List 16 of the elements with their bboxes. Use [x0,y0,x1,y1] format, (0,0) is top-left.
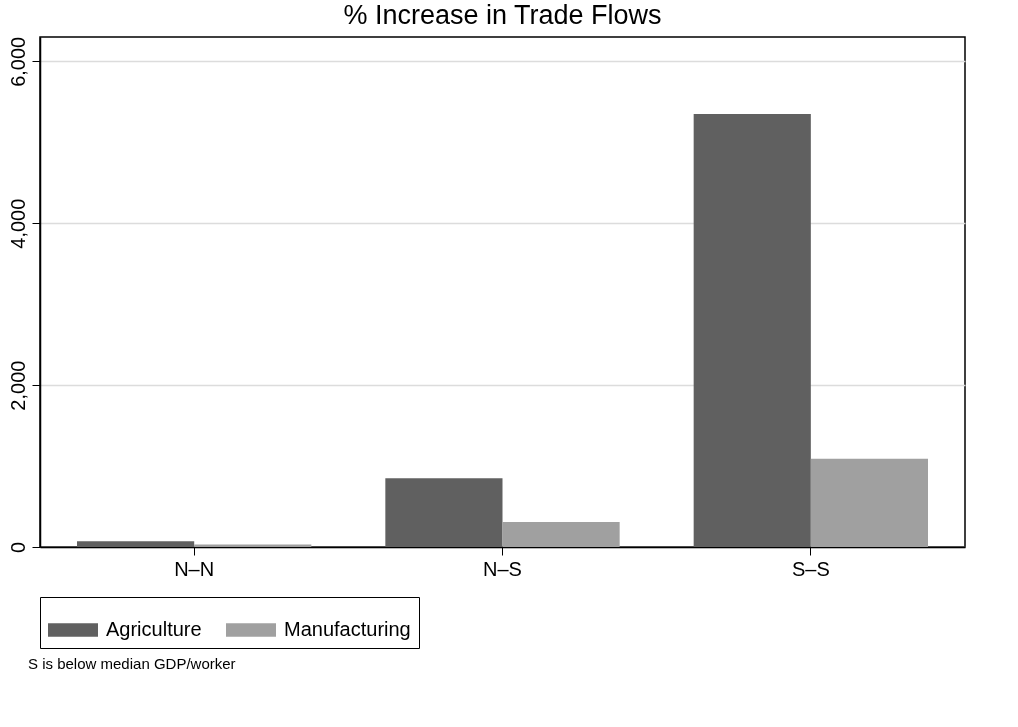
bar [502,521,620,547]
x-tick-label: S–S [791,557,830,580]
y-tick-label: 4,000 [6,198,29,249]
bar [810,458,928,547]
legend-label: Agriculture [106,618,202,640]
y-tick-label: 0 [6,541,29,554]
bar [385,478,503,547]
x-tick-label: N–N [174,557,215,580]
bar [693,113,811,547]
text: S is below median GDP/worker [28,655,237,672]
y-tick-label: 2,000 [6,360,29,411]
bar [77,541,195,547]
legend-label: Manufacturing [284,618,411,640]
chart-title: % Increase in Trade Flows [343,0,662,31]
x-tick-label: N–S [483,557,522,580]
y-tick-label: 6,000 [6,36,29,87]
